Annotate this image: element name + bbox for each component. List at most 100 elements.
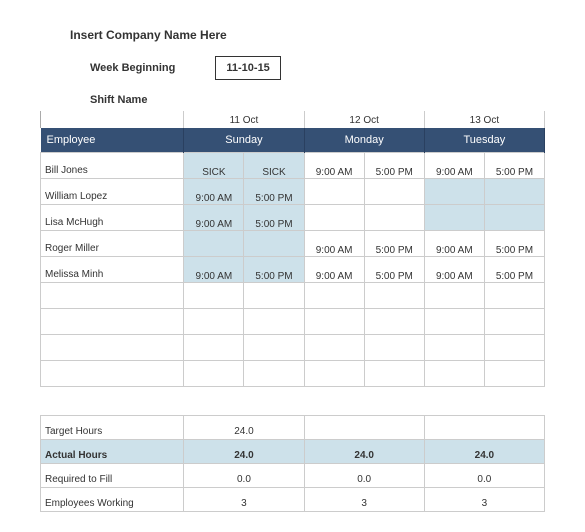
company-name: Insert Company Name Here xyxy=(70,28,545,42)
shift-cell[interactable] xyxy=(364,309,424,335)
shift-cell[interactable]: SICK xyxy=(244,153,304,179)
employee-name[interactable]: Melissa Minh xyxy=(41,257,184,283)
summary-table: Target Hours24.0Actual Hours24.024.024.0… xyxy=(40,415,545,512)
employee-name[interactable]: Roger Miller xyxy=(41,231,184,257)
day-header: Sunday xyxy=(184,128,304,153)
table-row: William Lopez9:00 AM5:00 PM xyxy=(41,179,545,205)
table-row: Lisa McHugh9:00 AM5:00 PM xyxy=(41,205,545,231)
shift-cell[interactable]: 5:00 PM xyxy=(484,153,544,179)
summary-value[interactable] xyxy=(424,416,544,440)
shift-cell[interactable] xyxy=(304,283,364,309)
shift-cell[interactable]: 5:00 PM xyxy=(484,231,544,257)
employee-name[interactable] xyxy=(41,283,184,309)
shift-cell[interactable]: 9:00 AM xyxy=(184,205,244,231)
shift-cell[interactable] xyxy=(184,231,244,257)
employee-name[interactable]: William Lopez xyxy=(41,179,184,205)
shift-cell[interactable] xyxy=(424,361,484,387)
day-header: Tuesday xyxy=(424,128,544,153)
summary-value[interactable]: 3 xyxy=(304,488,424,512)
shift-cell[interactable] xyxy=(364,205,424,231)
shift-cell[interactable] xyxy=(364,179,424,205)
shift-name-label: Shift Name xyxy=(90,94,545,106)
table-row xyxy=(41,283,545,309)
summary-value[interactable]: 0.0 xyxy=(424,464,544,488)
shift-cell[interactable] xyxy=(424,283,484,309)
shift-cell[interactable] xyxy=(244,283,304,309)
employee-name[interactable] xyxy=(41,335,184,361)
summary-value[interactable]: 0.0 xyxy=(304,464,424,488)
shift-cell[interactable] xyxy=(184,335,244,361)
shift-cell[interactable] xyxy=(304,309,364,335)
week-date-input[interactable]: 11-10-15 xyxy=(215,56,280,80)
table-row: Bill JonesSICKSICK9:00 AM5:00 PM9:00 AM5… xyxy=(41,153,545,179)
date-header-row: 11 Oct 12 Oct 13 Oct xyxy=(41,111,545,128)
shift-cell[interactable] xyxy=(304,179,364,205)
day-header: Monday xyxy=(304,128,424,153)
shift-cell[interactable] xyxy=(484,283,544,309)
shift-cell[interactable]: 9:00 AM xyxy=(424,231,484,257)
shift-cell[interactable] xyxy=(184,283,244,309)
shift-cell[interactable]: 5:00 PM xyxy=(484,257,544,283)
summary-value[interactable]: 0.0 xyxy=(184,464,304,488)
summary-label: Actual Hours xyxy=(41,440,184,464)
shift-cell[interactable]: 5:00 PM xyxy=(244,179,304,205)
shift-cell[interactable] xyxy=(424,205,484,231)
shift-cell[interactable]: 9:00 AM xyxy=(424,257,484,283)
shift-cell[interactable] xyxy=(424,309,484,335)
shift-cell[interactable] xyxy=(244,231,304,257)
shift-cell[interactable] xyxy=(304,205,364,231)
shift-cell[interactable] xyxy=(244,335,304,361)
shift-cell[interactable]: 5:00 PM xyxy=(244,257,304,283)
shift-cell[interactable]: 9:00 AM xyxy=(184,257,244,283)
shift-cell[interactable] xyxy=(424,335,484,361)
summary-value[interactable] xyxy=(304,416,424,440)
shift-cell[interactable] xyxy=(484,205,544,231)
shift-cell[interactable] xyxy=(304,335,364,361)
summary-label: Target Hours xyxy=(41,416,184,440)
summary-value[interactable]: 24.0 xyxy=(304,440,424,464)
shift-cell[interactable]: 5:00 PM xyxy=(364,153,424,179)
shift-cell[interactable] xyxy=(484,361,544,387)
shift-cell[interactable]: 5:00 PM xyxy=(244,205,304,231)
shift-cell[interactable] xyxy=(364,283,424,309)
summary-row: Required to Fill0.00.00.0 xyxy=(41,464,545,488)
shift-cell[interactable] xyxy=(484,309,544,335)
shift-cell[interactable]: 9:00 AM xyxy=(424,153,484,179)
shift-cell[interactable] xyxy=(364,335,424,361)
week-row: Week Beginning 11-10-15 xyxy=(90,56,545,80)
summary-value[interactable]: 3 xyxy=(184,488,304,512)
shift-cell[interactable] xyxy=(424,179,484,205)
shift-cell[interactable]: 9:00 AM xyxy=(304,153,364,179)
schedule-table: 11 Oct 12 Oct 13 Oct Employee Sunday Mon… xyxy=(40,111,545,387)
shift-cell[interactable]: 5:00 PM xyxy=(364,231,424,257)
employee-name[interactable]: Bill Jones xyxy=(41,153,184,179)
shift-cell[interactable] xyxy=(484,179,544,205)
shift-cell[interactable] xyxy=(184,361,244,387)
shift-cell[interactable] xyxy=(244,309,304,335)
shift-cell[interactable] xyxy=(244,361,304,387)
table-row xyxy=(41,361,545,387)
summary-value[interactable]: 24.0 xyxy=(184,416,304,440)
shift-cell[interactable]: SICK xyxy=(184,153,244,179)
table-row: Roger Miller9:00 AM5:00 PM9:00 AM5:00 PM xyxy=(41,231,545,257)
employee-name[interactable] xyxy=(41,361,184,387)
shift-cell[interactable]: 9:00 AM xyxy=(304,257,364,283)
shift-cell[interactable]: 9:00 AM xyxy=(184,179,244,205)
summary-value[interactable]: 3 xyxy=(424,488,544,512)
table-row xyxy=(41,335,545,361)
shift-cell[interactable] xyxy=(184,309,244,335)
shift-cell[interactable] xyxy=(484,335,544,361)
shift-cell[interactable]: 9:00 AM xyxy=(304,231,364,257)
employee-name[interactable]: Lisa McHugh xyxy=(41,205,184,231)
shift-cell[interactable]: 5:00 PM xyxy=(364,257,424,283)
summary-label: Required to Fill xyxy=(41,464,184,488)
summary-value[interactable]: 24.0 xyxy=(184,440,304,464)
shift-cell[interactable] xyxy=(304,361,364,387)
date-header: 13 Oct xyxy=(424,111,544,128)
date-header: 12 Oct xyxy=(304,111,424,128)
employee-name[interactable] xyxy=(41,309,184,335)
summary-value[interactable]: 24.0 xyxy=(424,440,544,464)
shift-cell[interactable] xyxy=(364,361,424,387)
week-label: Week Beginning xyxy=(90,62,175,74)
table-row: Melissa Minh9:00 AM5:00 PM9:00 AM5:00 PM… xyxy=(41,257,545,283)
